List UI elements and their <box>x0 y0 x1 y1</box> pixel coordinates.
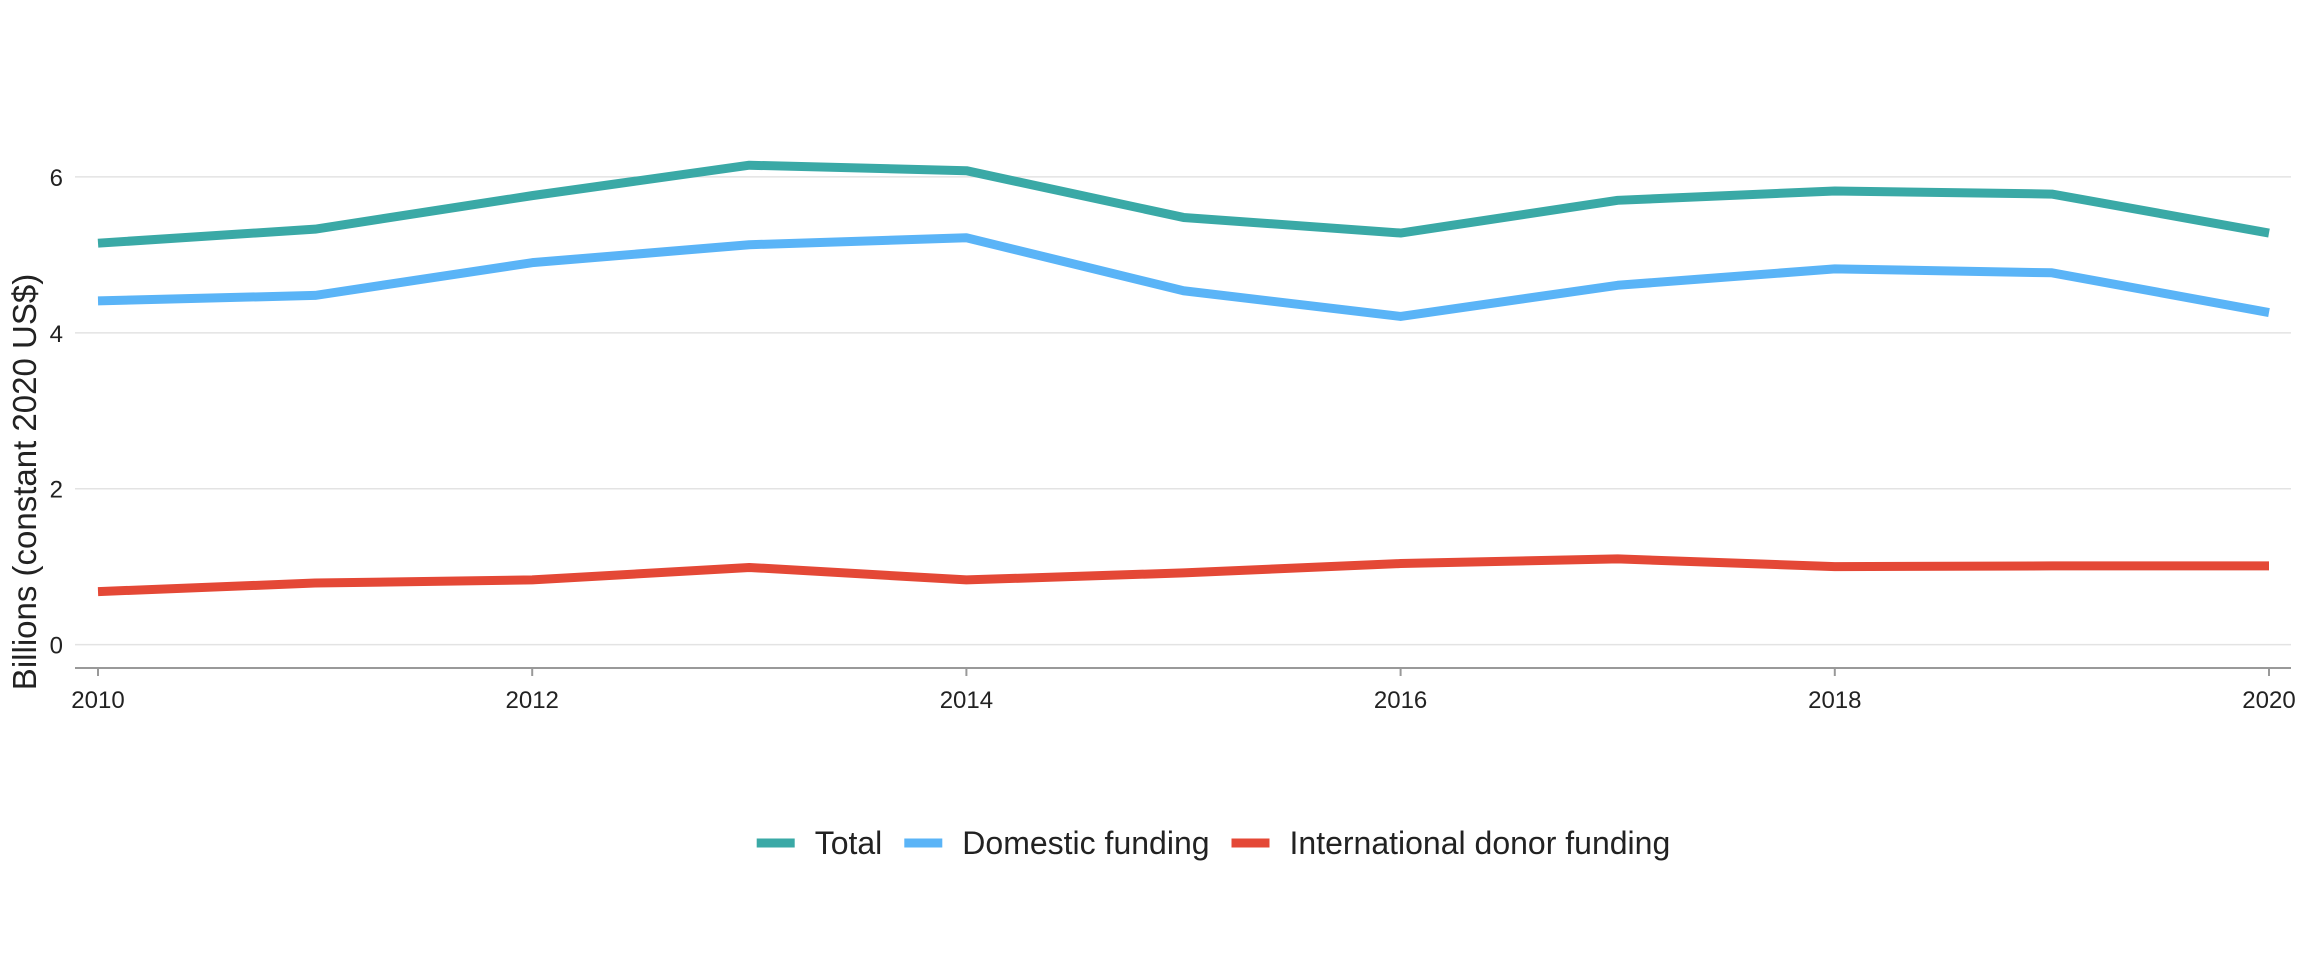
series-lines <box>97 160 2270 597</box>
legend-label: International donor funding <box>1290 825 1671 861</box>
x-tick-label: 2016 <box>1374 687 1427 714</box>
x-tick-label: 2020 <box>2242 687 2295 714</box>
y-tick-label: 4 <box>50 321 63 348</box>
series-line-total <box>97 160 2270 248</box>
x-tick-label: 2012 <box>506 687 559 714</box>
x-axis-tick-labels: 2010 2012 2014 2016 2018 2020 <box>71 687 2295 714</box>
series-line-domestic-funding <box>97 233 2270 321</box>
y-tick-label: 0 <box>50 633 63 660</box>
y-tick-label: 6 <box>50 165 63 192</box>
legend-item-international-donor-funding: International donor funding <box>1231 825 1671 861</box>
y-axis-tick-labels: 0 2 4 6 <box>50 165 63 660</box>
y-tick-label: 2 <box>50 477 63 504</box>
x-tick-label: 2018 <box>1808 687 1861 714</box>
x-tick-label: 2010 <box>71 687 124 714</box>
y-axis-title: Billions (constant 2020 US$) <box>6 274 43 690</box>
legend-label: Total <box>815 825 883 861</box>
x-tick-label: 2014 <box>940 687 993 714</box>
gridlines <box>75 176 2291 646</box>
legend-item-total: Total <box>756 825 883 861</box>
legend-item-domestic-funding: Domestic funding <box>904 825 1210 861</box>
x-axis <box>75 667 2291 676</box>
legend-label: Domestic funding <box>962 825 1209 861</box>
series-line-international-donor-funding <box>97 554 2269 597</box>
legend: Total Domestic funding International donor… <box>756 825 1671 861</box>
